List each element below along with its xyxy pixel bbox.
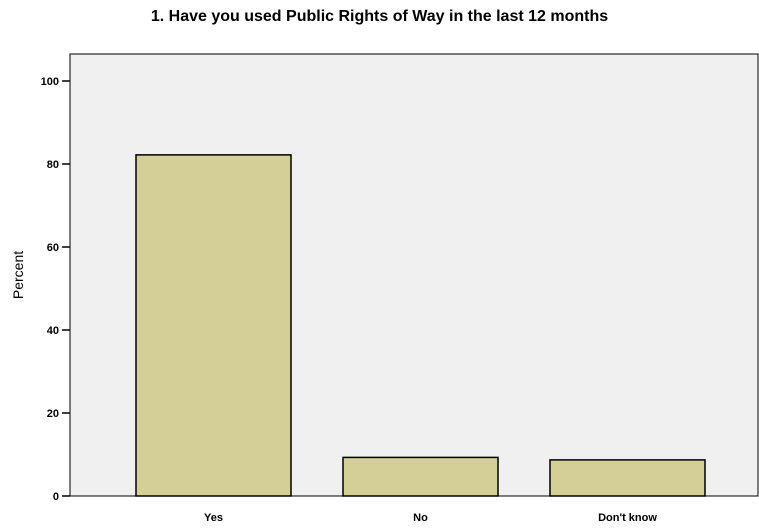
y-tick-label: 60 (47, 242, 59, 254)
x-category-label: Yes (204, 512, 223, 524)
bar-don-t-know (549, 459, 706, 497)
x-category-label: Don't know (598, 512, 657, 524)
y-tick-label: 20 (47, 408, 59, 420)
chart-title: 1. Have you used Public Rights of Way in… (150, 8, 609, 25)
y-axis-label: Percent (10, 251, 26, 299)
bar-yes (135, 154, 292, 497)
y-tick-label: 80 (47, 159, 59, 171)
y-tick-label: 100 (41, 76, 59, 88)
bar-no (342, 456, 499, 497)
x-category-label: No (413, 512, 428, 524)
y-tick-label: 0 (53, 491, 59, 503)
y-tick-label: 40 (47, 325, 59, 337)
y-axis: 0 20 40 60 80 100 (41, 76, 70, 503)
x-axis-labels: Yes No Don't know (204, 512, 657, 524)
bars-group (135, 154, 706, 497)
